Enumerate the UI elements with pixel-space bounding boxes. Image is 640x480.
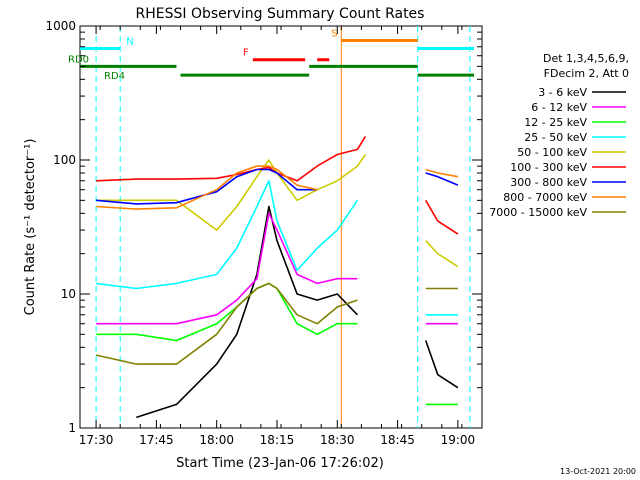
series-3-line-0 — [95, 180, 359, 290]
series-group — [95, 135, 459, 419]
series-6-line-1 — [425, 172, 459, 186]
y-tick-label-3: 1000 — [45, 19, 76, 33]
series-7-line-0 — [96, 165, 318, 210]
chart-title: RHESSI Observing Summary Count Rates — [136, 6, 425, 22]
series-4-line-0 — [96, 154, 367, 231]
x-tick-label-6: 19:00 — [441, 433, 476, 447]
x-axis-ticks: 17:30 17:45 18:00 18:15 18:30 18:45 19:00 — [79, 26, 483, 447]
legend-label-5: 100 - 300 keV — [510, 161, 587, 174]
legend-label-1: 6 - 12 keV — [531, 101, 587, 114]
legend-label-7: 800 - 7000 keV — [503, 191, 587, 204]
x-tick-label-0: 17:30 — [79, 433, 114, 447]
series-2-line-0 — [96, 282, 358, 342]
series-5-line-1 — [425, 199, 459, 235]
x-tick-label-4: 18:30 — [320, 433, 355, 447]
y-tick-label-0: 1 — [68, 421, 76, 435]
flag-label-s: S — [331, 28, 337, 39]
flag-label-rd0: RD0 — [68, 54, 89, 65]
legend: Det 1,3,4,5,6,9, FDecim 2, Att 0 3 - 6 keV… — [489, 52, 629, 219]
y-axis-ticks: 1 10 100 1000 — [45, 19, 482, 435]
series-7-line-1 — [425, 168, 459, 178]
x-tick-label-3: 18:15 — [260, 433, 295, 447]
series-8-line-0 — [95, 282, 358, 365]
x-tick-label-2: 18:00 — [199, 433, 234, 447]
legend-header-0: Det 1,3,4,5,6,9, — [543, 52, 629, 65]
flag-label-rd4: RD4 — [104, 71, 125, 82]
flag-label-n: N — [126, 36, 133, 47]
legend-label-6: 300 - 800 keV — [510, 176, 587, 189]
legend-label-4: 50 - 100 keV — [517, 146, 587, 159]
series-6-line-0 — [96, 168, 318, 205]
series-0-line-0 — [136, 205, 358, 419]
legend-label-2: 12 - 25 keV — [524, 116, 587, 129]
legend-label-8: 7000 - 15000 keV — [489, 206, 587, 219]
x-axis-label: Start Time (23-Jan-06 17:26:02) — [176, 456, 384, 471]
series-0-line-1 — [424, 340, 459, 389]
series-1-line-0 — [96, 212, 358, 325]
series-5-line-0 — [96, 135, 367, 182]
state-flag-labels: N RD0 RD4 F S — [68, 28, 338, 82]
plot-frame — [79, 25, 483, 429]
x-tick-label-1: 17:45 — [139, 433, 174, 447]
flag-label-f: F — [243, 48, 249, 59]
state-flags — [80, 38, 474, 77]
footer-timestamp: 13-Oct-2021 20:00 — [560, 467, 636, 476]
data-gaps — [95, 26, 471, 428]
x-tick-label-5: 18:45 — [380, 433, 415, 447]
y-tick-label-1: 10 — [61, 287, 76, 301]
y-tick-label-2: 100 — [53, 153, 76, 167]
y-axis-label: Count Rate (s⁻¹ detector⁻¹) — [23, 139, 38, 316]
legend-header-1: FDecim 2, Att 0 — [544, 67, 629, 80]
series-4-line-1 — [425, 240, 459, 268]
legend-label-0: 3 - 6 keV — [538, 86, 587, 99]
legend-label-3: 25 - 50 keV — [524, 131, 587, 144]
